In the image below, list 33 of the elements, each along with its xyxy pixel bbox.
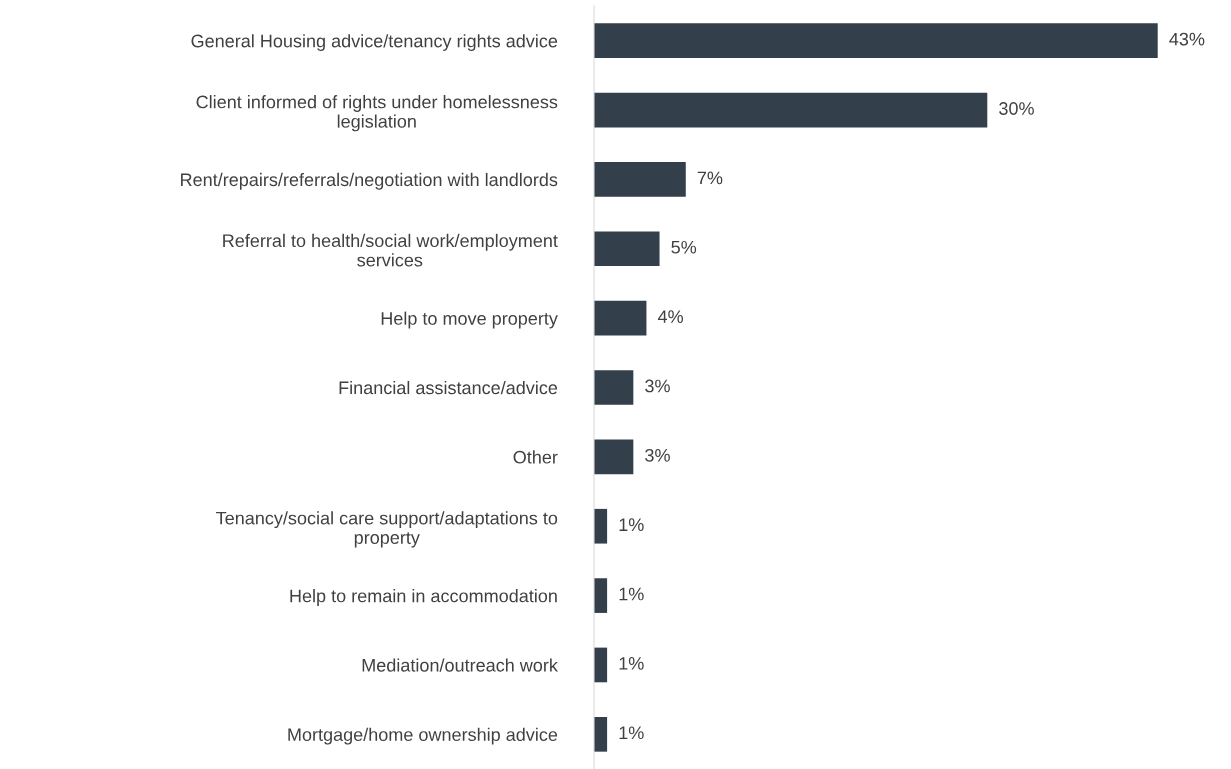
y-tick-label: Tenancy/social care support/adaptations to property	[216, 511, 558, 548]
y-tick-label: Client informed of rights under homelessness legislation	[196, 95, 558, 132]
data-label: 1%	[619, 587, 644, 601]
bar	[594, 647, 608, 683]
bar	[594, 231, 660, 267]
data-label: 3%	[645, 379, 670, 393]
data-label: 30%	[999, 102, 1034, 115]
bar	[594, 508, 608, 544]
y-tick-label: Other	[513, 450, 558, 464]
y-tick-label: Rent/repairs/referrals/negotiation with landlords	[181, 172, 558, 190]
y-tick-label: Referral to health/social work/employment services	[223, 233, 558, 267]
bar	[594, 300, 647, 336]
data-label: 7%	[697, 171, 723, 185]
data-label: 1%	[619, 657, 644, 670]
data-label: 1%	[619, 518, 644, 531]
y-tick-label: General Housing advice/tenancy rights advice	[191, 34, 558, 51]
bar	[594, 439, 634, 475]
y-tick-label: Mortgage/home ownership advice	[288, 727, 558, 745]
y-tick-label: Help to move property	[381, 311, 558, 329]
bar	[594, 370, 634, 405]
bar	[594, 92, 988, 128]
data-label: 43%	[1169, 32, 1205, 46]
data-label: 3%	[645, 448, 670, 462]
y-tick-label: Financial assistance/advice	[339, 380, 558, 395]
y-tick-label: Help to remain in accommodation	[290, 589, 557, 606]
data-label: 1%	[619, 726, 644, 740]
data-label: 4%	[657, 310, 683, 323]
bar	[594, 578, 608, 613]
data-label: 5%	[671, 240, 697, 254]
bar	[594, 716, 608, 752]
bar	[594, 162, 686, 197]
y-tick-label: Mediation/outreach work	[362, 658, 558, 672]
bar	[594, 23, 1158, 59]
